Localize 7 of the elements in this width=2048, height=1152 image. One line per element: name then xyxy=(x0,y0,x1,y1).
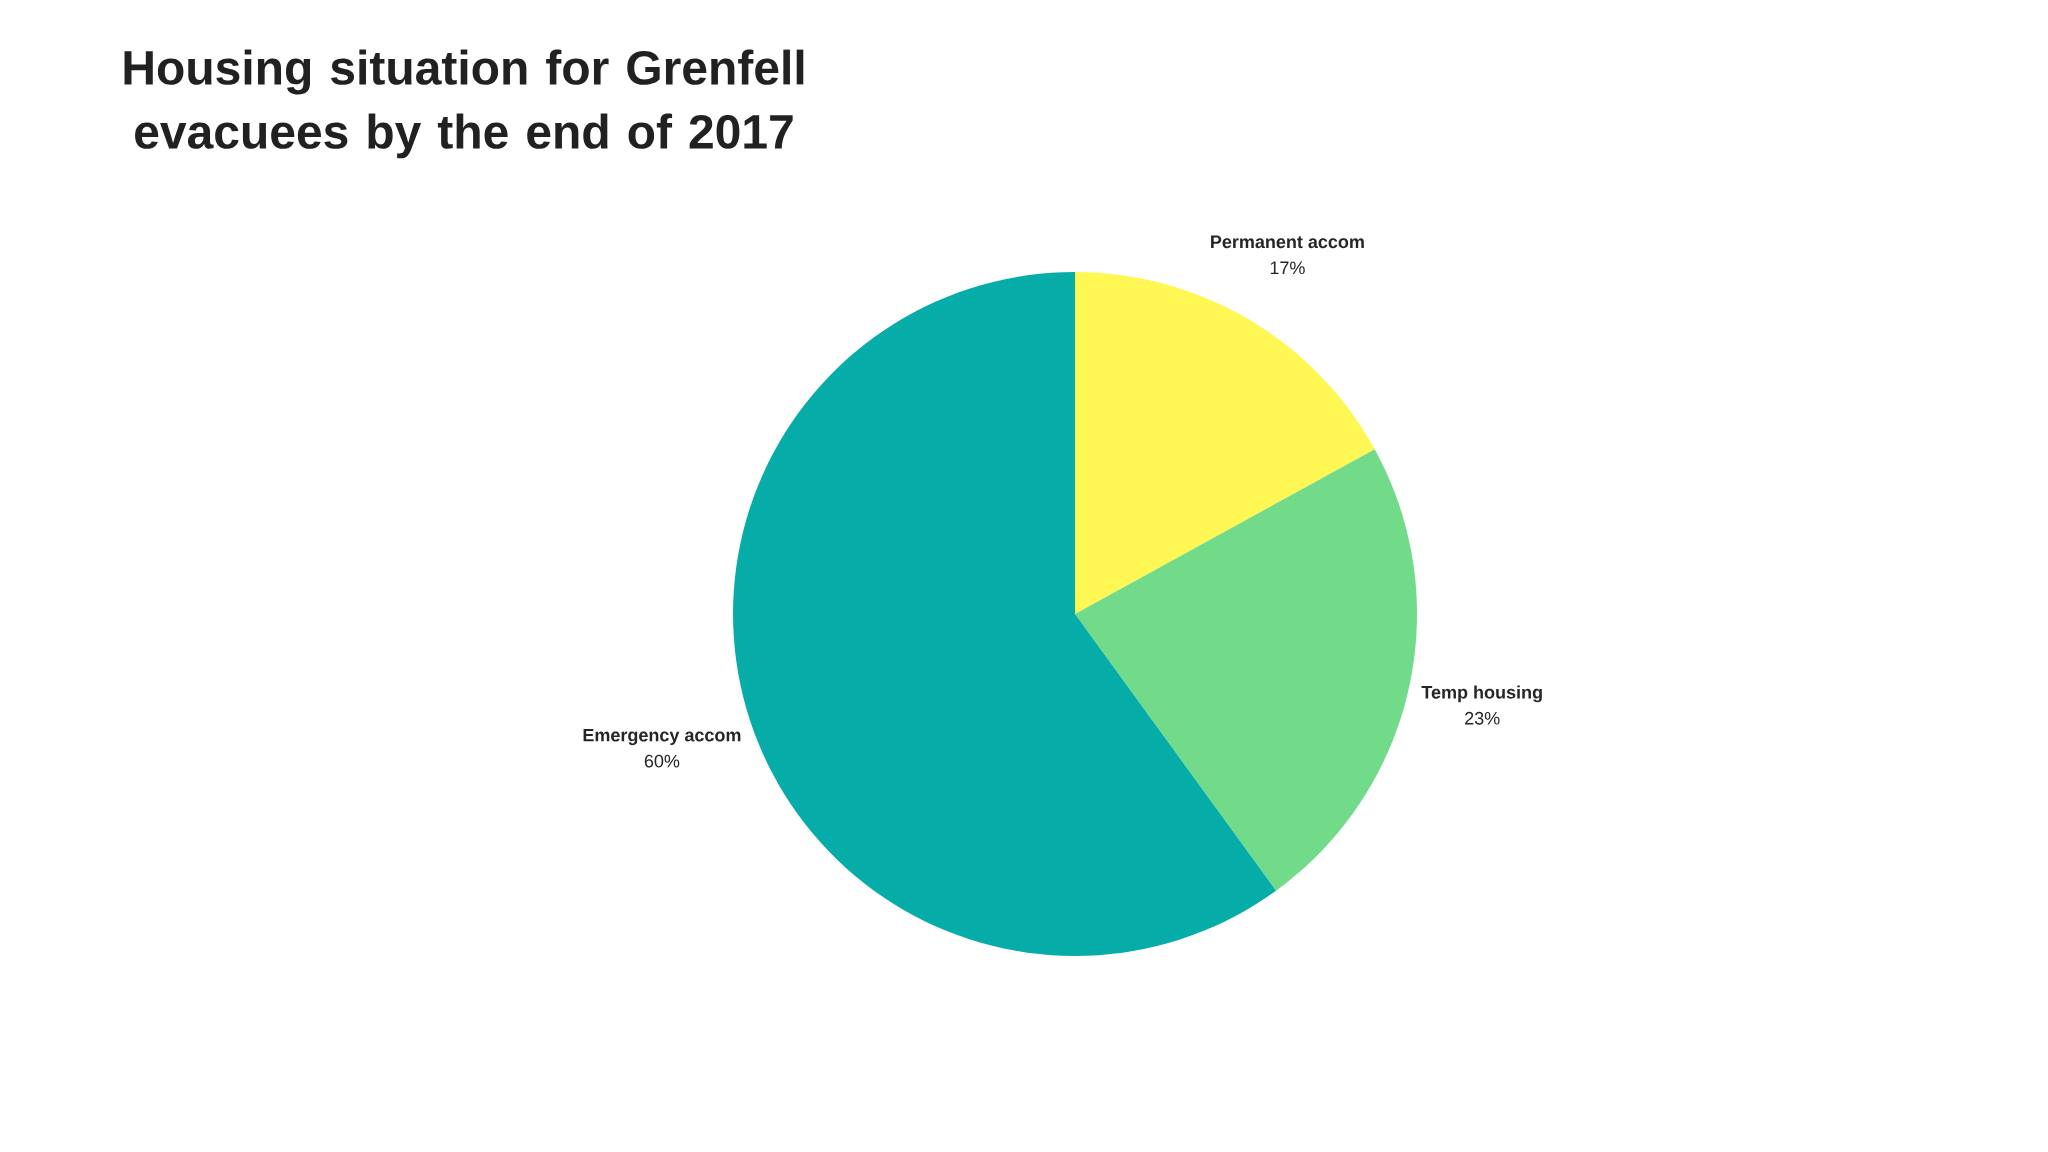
data-label: 60% xyxy=(644,754,680,768)
data-label: 23% xyxy=(1465,711,1500,725)
slice-label: Permanent accom xyxy=(1211,235,1364,249)
slice-label: Emergency accom xyxy=(583,728,741,746)
data-label: 17% xyxy=(1270,261,1305,275)
chart-title: Housing situation for Grenfell evacuees by the end of 2017 xyxy=(124,49,804,159)
slice-label: Temp housing xyxy=(1421,685,1542,703)
